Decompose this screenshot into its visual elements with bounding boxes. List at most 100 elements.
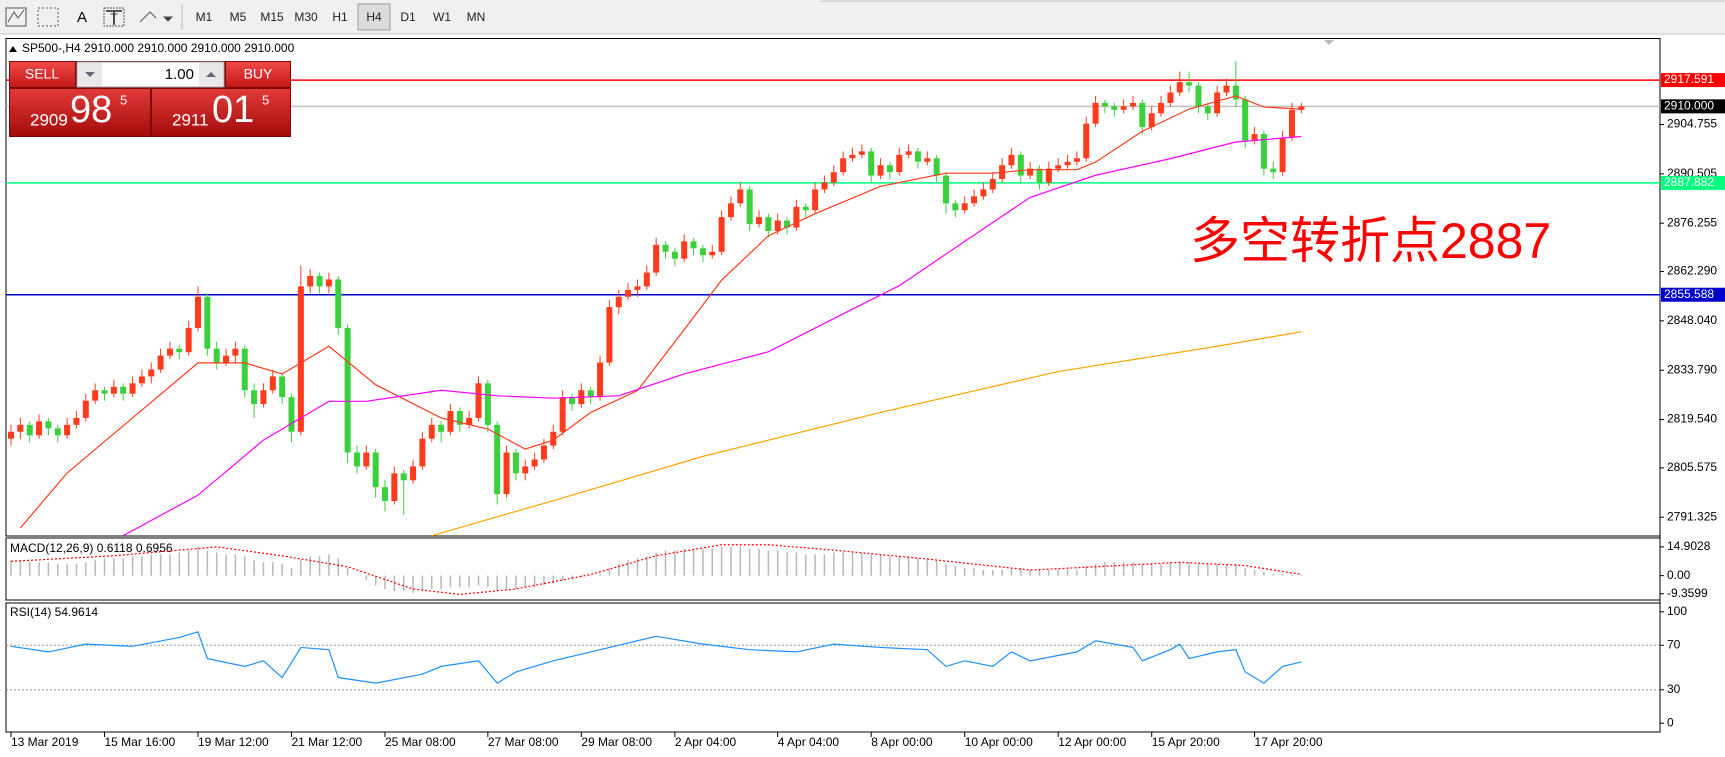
timeframe-button[interactable]: MN <box>467 10 486 24</box>
candle-body <box>1214 92 1221 114</box>
rsi-line <box>10 631 1302 684</box>
candle-body <box>335 279 342 328</box>
timeframe-button[interactable]: W1 <box>433 10 451 24</box>
x-tick-label: 10 Apr 00:00 <box>965 735 1033 749</box>
y-tick-label: 2833.790 <box>1667 362 1717 376</box>
level-label-bg <box>1661 73 1725 88</box>
tool-icon-glyph <box>106 10 122 25</box>
sell-price-box[interactable] <box>10 89 150 136</box>
buy-price-box[interactable] <box>152 89 290 136</box>
sell-price-point: 5 <box>120 92 127 107</box>
y-tick-label: 2848.040 <box>1667 313 1717 327</box>
candle-body <box>971 196 978 204</box>
candle-body <box>606 307 613 363</box>
candle-body <box>1298 106 1305 110</box>
candle-body <box>419 438 426 467</box>
candle-body <box>943 175 949 204</box>
candle-body <box>653 244 660 273</box>
candle-body <box>503 452 510 495</box>
tool-icon-glyph <box>7 9 25 23</box>
candle-body <box>8 431 14 439</box>
candle-body <box>17 424 24 432</box>
candle-body <box>1242 99 1249 141</box>
candle-body <box>1111 106 1118 110</box>
candle-body <box>1232 85 1239 100</box>
candle-body <box>110 386 117 394</box>
timeframe-button[interactable]: M5 <box>230 10 247 24</box>
candle-body <box>232 348 239 356</box>
y-tick-label: 2904.755 <box>1667 117 1717 131</box>
timeframe-button[interactable]: D1 <box>400 10 416 24</box>
symbol-marker <box>9 46 17 52</box>
candle-body <box>737 189 744 204</box>
candle-body <box>82 400 89 418</box>
trade-panel: SELL 1.00 BUY 2909 98 5 2911 01 5 <box>9 61 291 137</box>
sell-button[interactable] <box>10 62 75 87</box>
price-plot: 多空转折点2887 <box>6 61 1660 536</box>
tool-icon[interactable] <box>5 7 27 27</box>
timeframe-button[interactable]: M30 <box>294 10 318 24</box>
sell-label[interactable]: SELL <box>25 66 59 82</box>
timeframe-button[interactable]: M1 <box>196 10 213 24</box>
candle-body <box>241 348 248 391</box>
tool-icon[interactable] <box>103 7 125 27</box>
candle-body <box>1176 82 1183 93</box>
candle-body <box>185 327 192 353</box>
candle-body <box>1223 85 1230 93</box>
candle-body <box>176 348 183 353</box>
timeframe-button[interactable]: H4 <box>366 10 382 24</box>
candle-body <box>830 172 837 183</box>
candle-body <box>1036 168 1043 183</box>
level-label: 2910.000 <box>1664 99 1714 113</box>
timeframe-button[interactable]: H1 <box>332 10 348 24</box>
timeframe-buttons: M1 M5 M15 M30 H1 H4 D1 W1 MN <box>196 3 486 31</box>
candle-body <box>802 206 809 211</box>
candle-body <box>213 348 220 363</box>
candle-body <box>812 189 819 211</box>
lot-value[interactable]: 1.00 <box>165 66 194 83</box>
candle-body <box>849 154 856 159</box>
toolbar <box>0 0 1725 34</box>
template-tool[interactable]: T <box>110 10 118 25</box>
candle-body <box>1083 123 1090 159</box>
timeframe-button[interactable]: M15 <box>260 10 284 24</box>
candle-body <box>1279 137 1286 173</box>
x-tick-label: 15 Mar 16:00 <box>105 735 176 749</box>
candle-body <box>914 151 921 162</box>
candle-body <box>877 165 884 176</box>
candle-body <box>1195 85 1202 107</box>
candle-body <box>73 417 80 425</box>
y-tick-label: 14.9028 <box>1667 539 1711 553</box>
candle-body <box>634 286 641 290</box>
candle-body <box>1148 113 1155 128</box>
y-tick-label: 100 <box>1667 604 1687 618</box>
candle-body <box>905 151 912 155</box>
candle-body <box>896 154 903 173</box>
candle-body <box>45 421 52 429</box>
candle-body <box>662 244 669 252</box>
macd-plot <box>10 544 1303 596</box>
x-tick-label: 15 Apr 20:00 <box>1152 735 1220 749</box>
buy-price-prefix: 2911 <box>172 110 209 129</box>
buy-label[interactable]: BUY <box>244 66 273 82</box>
candle-body <box>148 369 155 377</box>
tool-icon[interactable] <box>139 11 157 23</box>
buy-button[interactable] <box>226 62 290 87</box>
tool-icon[interactable] <box>37 7 59 27</box>
lot-decrease-arrow <box>85 72 95 77</box>
candle-body <box>157 355 164 370</box>
x-tick-label: 19 Mar 12:00 <box>198 735 269 749</box>
candle-body <box>1120 106 1127 110</box>
level-label: 2917.591 <box>1664 72 1714 86</box>
candle-body <box>223 355 230 363</box>
timeframe-active[interactable] <box>357 3 391 31</box>
candle-body <box>1270 168 1277 173</box>
candle-body <box>550 431 557 446</box>
candle-body <box>344 327 351 453</box>
x-tick-label: 2 Apr 04:00 <box>675 735 737 749</box>
text-tool[interactable]: A <box>77 9 87 26</box>
dropdown-arrow[interactable] <box>162 16 174 22</box>
candle-body <box>363 452 370 467</box>
level-label-bg <box>1661 175 1725 190</box>
candle-body <box>587 390 594 398</box>
